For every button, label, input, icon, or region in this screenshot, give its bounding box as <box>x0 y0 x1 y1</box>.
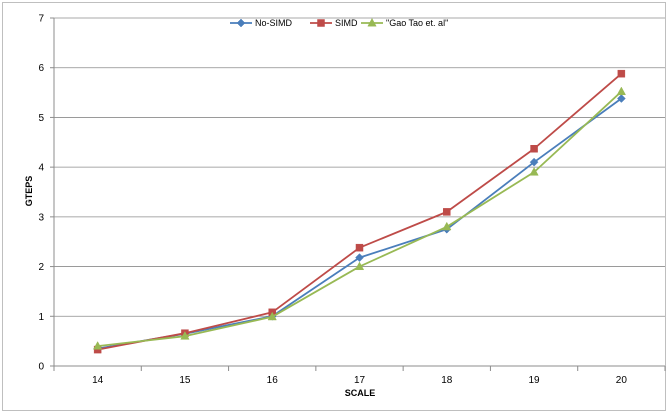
data-point <box>616 86 626 96</box>
series <box>93 69 626 354</box>
data-point <box>442 221 452 231</box>
series-2 <box>93 86 626 350</box>
data-point <box>443 208 451 216</box>
legend-item: SIMD <box>310 18 358 28</box>
series-0 <box>93 94 626 353</box>
legend-swatch-marker <box>236 18 246 28</box>
x-tick-label: 20 <box>616 375 628 386</box>
axes: 0 1 2 3 4 5 6 7 14 15 16 17 18 19 20 <box>38 14 666 386</box>
legend-item: No-SIMD <box>230 18 293 28</box>
legend-label: No-SIMD <box>255 18 293 28</box>
x-tick-label: 14 <box>92 375 104 386</box>
chart-frame <box>2 2 666 411</box>
data-point <box>267 311 277 321</box>
data-point <box>354 261 365 271</box>
y-tick-label: 7 <box>38 14 44 25</box>
data-point <box>530 144 538 153</box>
y-axis-title: GTEPS <box>24 176 34 207</box>
data-point <box>93 341 103 350</box>
legend-label: SIMD <box>335 18 358 28</box>
y-tick-label: 5 <box>38 113 44 124</box>
legend-item: "Gao Tao et. al" <box>361 17 448 28</box>
data-point <box>180 331 190 340</box>
legend-swatch-marker <box>317 19 325 27</box>
y-tick-label: 0 <box>38 362 44 373</box>
legend-label: "Gao Tao et. al" <box>386 18 448 28</box>
data-point <box>617 94 626 103</box>
y-tick-label: 3 <box>38 212 44 223</box>
series-1 <box>93 69 626 354</box>
y-tick-label: 4 <box>38 163 44 174</box>
gridlines <box>54 17 665 317</box>
x-tick-label: 19 <box>529 375 541 386</box>
x-axis-title: SCALE <box>345 388 376 398</box>
x-tick-label: 17 <box>354 375 366 386</box>
legend-swatch-marker <box>367 17 377 27</box>
data-point <box>617 69 626 78</box>
y-tick-label: 2 <box>38 262 44 273</box>
series-line <box>97 90 622 348</box>
legend: No-SIMD SIMD "Gao Tao et. al" <box>230 17 448 28</box>
series-line <box>97 97 622 350</box>
data-point <box>355 243 364 252</box>
y-tick-label: 6 <box>38 63 44 74</box>
data-point <box>529 157 539 167</box>
x-tick-label: 18 <box>441 375 453 386</box>
x-tick-label: 15 <box>179 375 191 386</box>
data-point <box>529 167 539 176</box>
series-line <box>97 72 622 351</box>
x-tick-label: 16 <box>267 375 279 386</box>
y-tick-label: 1 <box>38 312 44 323</box>
